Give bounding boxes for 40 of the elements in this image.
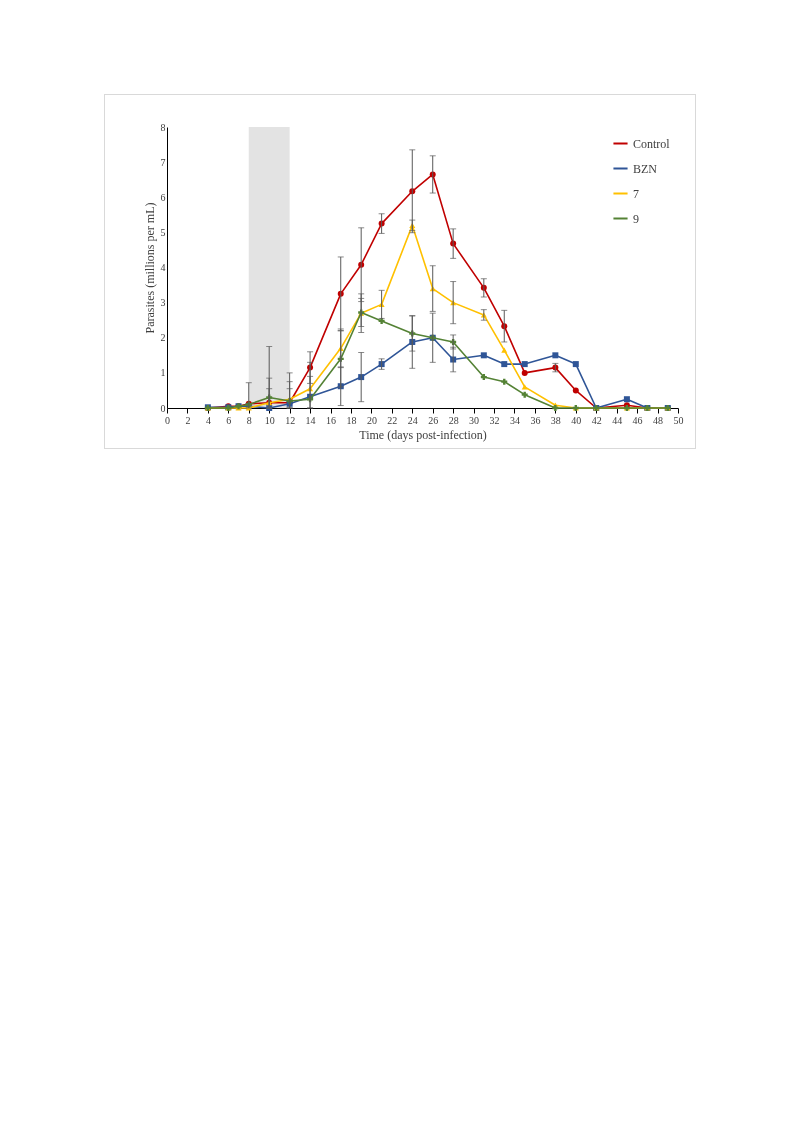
x-tick-label: 20 [366, 414, 377, 426]
x-tick-label: 10 [264, 414, 275, 426]
x-tick-label: 36 [530, 414, 541, 426]
x-tick-label: 16 [326, 414, 337, 426]
y-tick-label: 6 [160, 191, 166, 203]
y-tick-label: 0 [160, 402, 166, 414]
x-tick-label: 32 [489, 414, 500, 426]
x-tick-label: 26 [428, 414, 439, 426]
legend-label: BZN [633, 161, 658, 176]
y-tick-label: 5 [160, 226, 166, 238]
y-tick-label: 8 [160, 121, 166, 133]
y-tick-label: 4 [160, 262, 166, 273]
legend-label: 7 [633, 186, 639, 201]
y-axis-title: Parasites (millions per mL) [142, 202, 157, 334]
x-tick-label: 48 [653, 414, 664, 426]
x-tick-label: 6 [226, 414, 232, 426]
x-tick-label: 38 [550, 414, 561, 426]
x-tick-label: 4 [205, 414, 211, 426]
y-tick-label: 7 [160, 156, 166, 168]
x-tick-label: 46 [632, 414, 643, 426]
x-tick-label: 14 [305, 414, 316, 426]
x-tick-label: 44 [612, 414, 623, 426]
y-tick-label: 3 [160, 297, 166, 309]
x-tick-label: 22 [387, 414, 398, 426]
x-axis-title: Time (days post-infection) [359, 427, 487, 442]
x-tick-label: 8 [246, 414, 252, 426]
legend-label: Control [633, 136, 671, 151]
x-tick-label: 24 [407, 414, 418, 426]
x-tick-label: 40 [571, 414, 582, 426]
x-tick-label: 18 [346, 414, 357, 426]
legend-label: 9 [633, 211, 639, 226]
y-tick-label: 2 [160, 332, 166, 344]
y-tick-label: 1 [160, 367, 166, 379]
x-tick-label: 28 [448, 414, 459, 426]
x-tick-label: 50 [673, 414, 684, 426]
x-tick-label: 30 [469, 414, 480, 426]
x-tick-label: 12 [285, 414, 296, 426]
x-tick-label: 2 [185, 414, 191, 426]
x-tick-label: 34 [509, 414, 520, 426]
x-tick-label: 42 [591, 414, 602, 426]
